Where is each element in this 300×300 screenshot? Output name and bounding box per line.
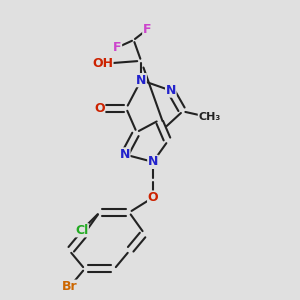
Text: O: O bbox=[148, 191, 158, 204]
Text: N: N bbox=[119, 148, 130, 161]
Text: N: N bbox=[166, 84, 176, 97]
Text: N: N bbox=[136, 74, 146, 87]
Text: O: O bbox=[94, 102, 105, 115]
Text: Br: Br bbox=[62, 280, 78, 293]
Text: OH: OH bbox=[92, 57, 113, 70]
Text: F: F bbox=[143, 23, 151, 36]
Text: Cl: Cl bbox=[75, 224, 88, 237]
Text: F: F bbox=[113, 41, 122, 54]
Text: CH₃: CH₃ bbox=[198, 112, 220, 122]
Text: N: N bbox=[148, 155, 158, 168]
